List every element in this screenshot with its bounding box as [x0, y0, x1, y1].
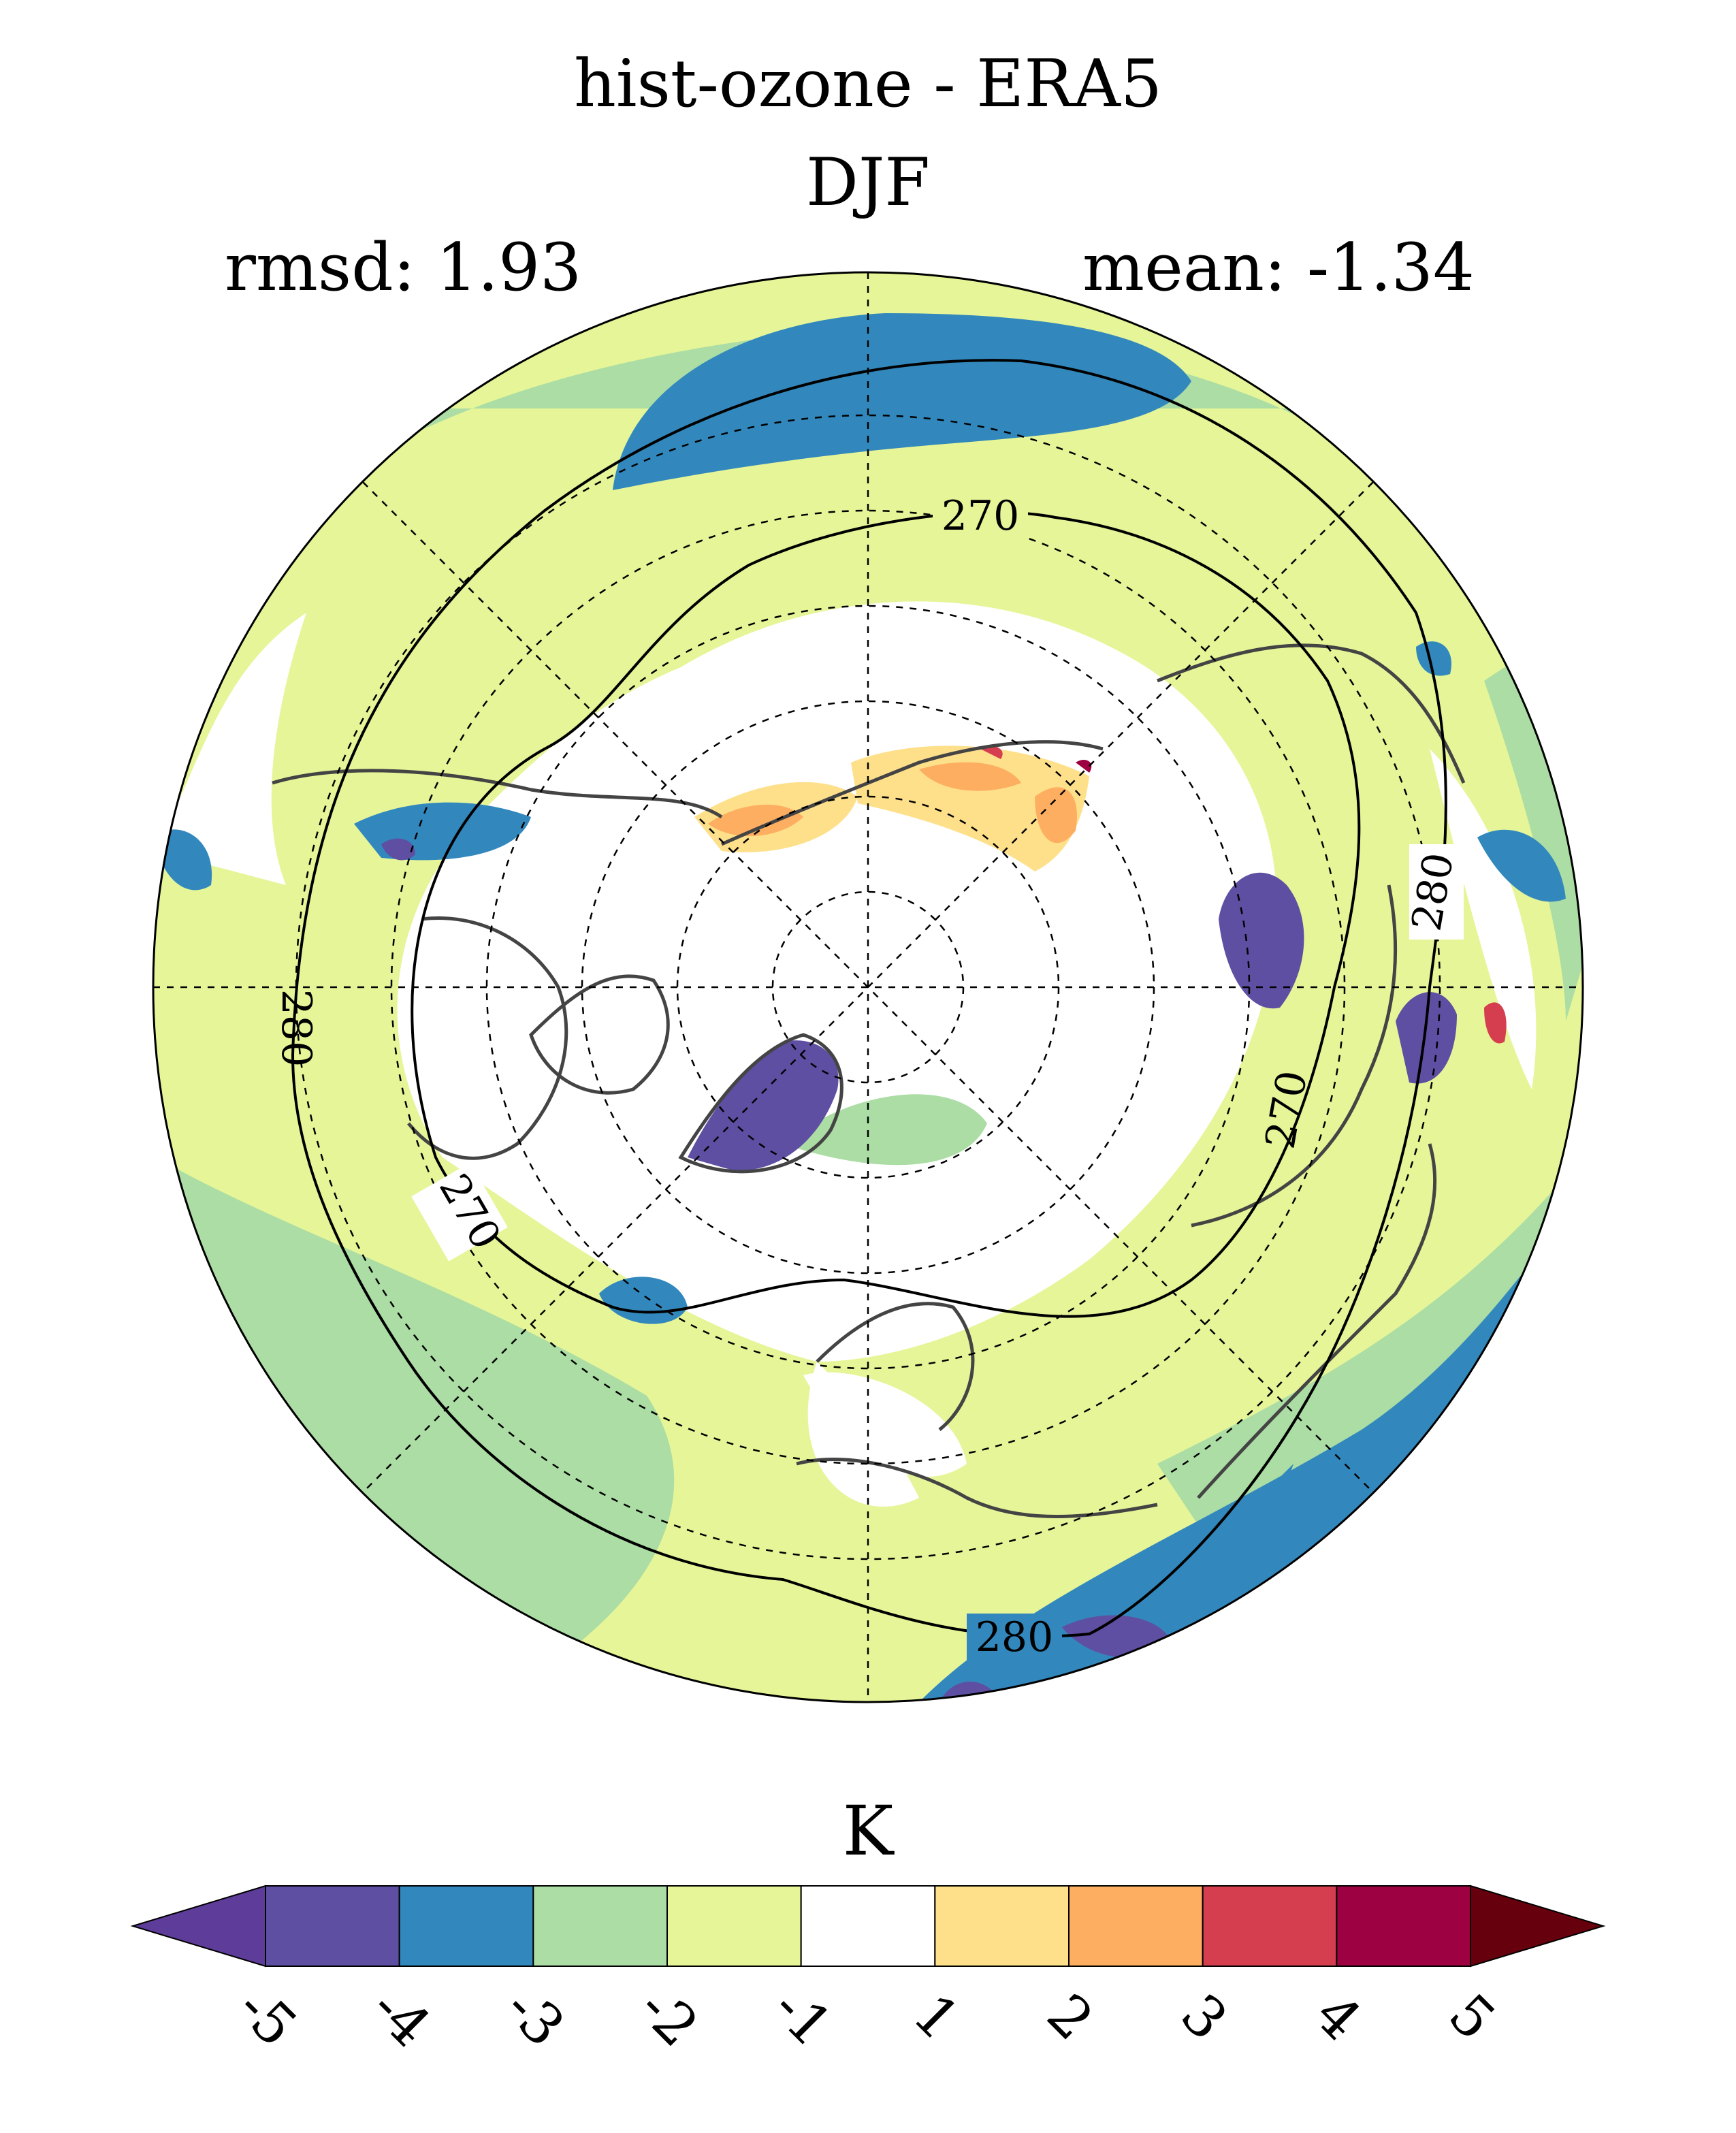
anomaly-region-yellow-alaska	[851, 745, 1089, 871]
anomaly-region-red-alaska-2	[1076, 759, 1092, 773]
contour-280	[291, 359, 1447, 1638]
anomaly-region-white-east	[1430, 749, 1537, 1089]
colorbar-cell	[1336, 1885, 1472, 1967]
colorbar-cells	[265, 1885, 1472, 1967]
anomaly-region-purple-canada	[381, 838, 415, 861]
colorbar-tick-label: 3	[1168, 1982, 1239, 2053]
colorbar: -5 -4 -3 -2 -1 1 2 3 4 5	[130, 1885, 1606, 2059]
colorbar-cell	[532, 1885, 668, 1967]
colorbar-overflow-triangle	[1470, 1885, 1606, 1968]
colorbar-tick-label: -3	[492, 1975, 577, 2059]
colorbar-tick-label: 5	[1436, 1982, 1507, 2053]
colorbar-cell	[265, 1885, 400, 1967]
anomaly-region-white-west	[157, 613, 306, 885]
colorbar-cell	[666, 1885, 802, 1967]
anomaly-region-white-south	[803, 1372, 967, 1477]
colorbar-tick-labels: -5 -4 -3 -2 -1 1 2 3 4 5	[225, 1975, 1507, 2059]
map-title: hist-ozone - ERA5	[574, 46, 1162, 122]
season-label: DJF	[805, 144, 931, 221]
anomaly-region-orange-beringia	[708, 804, 803, 837]
rmsd-stat: rmsd: 1.93	[225, 229, 582, 306]
anomaly-region-purple-asia	[1396, 992, 1457, 1084]
mean-stat: mean: -1.34	[1082, 229, 1475, 306]
colorbar-cell	[934, 1885, 1070, 1967]
contour-270	[411, 511, 1361, 1318]
anomaly-region-purple-greenland	[688, 1040, 839, 1171]
colorbar-tick-label: -2	[626, 1975, 711, 2059]
colorbar-unit-label: K	[842, 1791, 894, 1871]
anomaly-region-blue-east-edge	[1477, 829, 1566, 902]
anomaly-region-purple-siberia	[1219, 872, 1304, 1009]
anomaly-region-red-alaska	[980, 745, 1003, 759]
temperature-contours	[291, 359, 1447, 1638]
colorbar-tick-label: 2	[1035, 1982, 1106, 2053]
colorbar-cell	[1068, 1885, 1204, 1967]
colorbar-tick-label: 1	[901, 1982, 971, 2053]
colorbar-tick-label: -4	[359, 1975, 443, 2059]
coastlines	[272, 643, 1466, 1518]
anomaly-region-orange-alaska-2	[1035, 787, 1077, 844]
anomaly-region-orange-alaska	[919, 762, 1021, 791]
colorbar-cell	[1202, 1885, 1338, 1967]
colorbar-tick-label: 4	[1302, 1982, 1373, 2053]
contour-label: 280	[976, 1614, 1054, 1661]
anomaly-region-blue-north	[613, 313, 1191, 490]
contour-label: 270	[942, 492, 1020, 540]
colorbar-tick-label: -5	[225, 1975, 309, 2059]
colorbar-underflow-triangle	[130, 1885, 266, 1968]
graticule	[153, 272, 1583, 1702]
anomaly-region-green-north	[170, 327, 1566, 613]
colorbar-cell	[800, 1885, 936, 1967]
colorbar-cell	[398, 1885, 534, 1967]
anomaly-region-green-pole	[783, 1094, 987, 1166]
anomaly-region-blue-southeast-2	[1157, 1464, 1293, 1609]
contour-labels: 270 270 270 280 280 280	[272, 490, 1464, 1661]
anomaly-region-blue-east-small	[1416, 641, 1451, 676]
map-boundary	[152, 271, 1584, 1703]
colorbar-tick-label: -1	[760, 1975, 845, 2059]
anomaly-region-red-asia	[1484, 1002, 1507, 1044]
contour-label: 280	[272, 989, 320, 1068]
